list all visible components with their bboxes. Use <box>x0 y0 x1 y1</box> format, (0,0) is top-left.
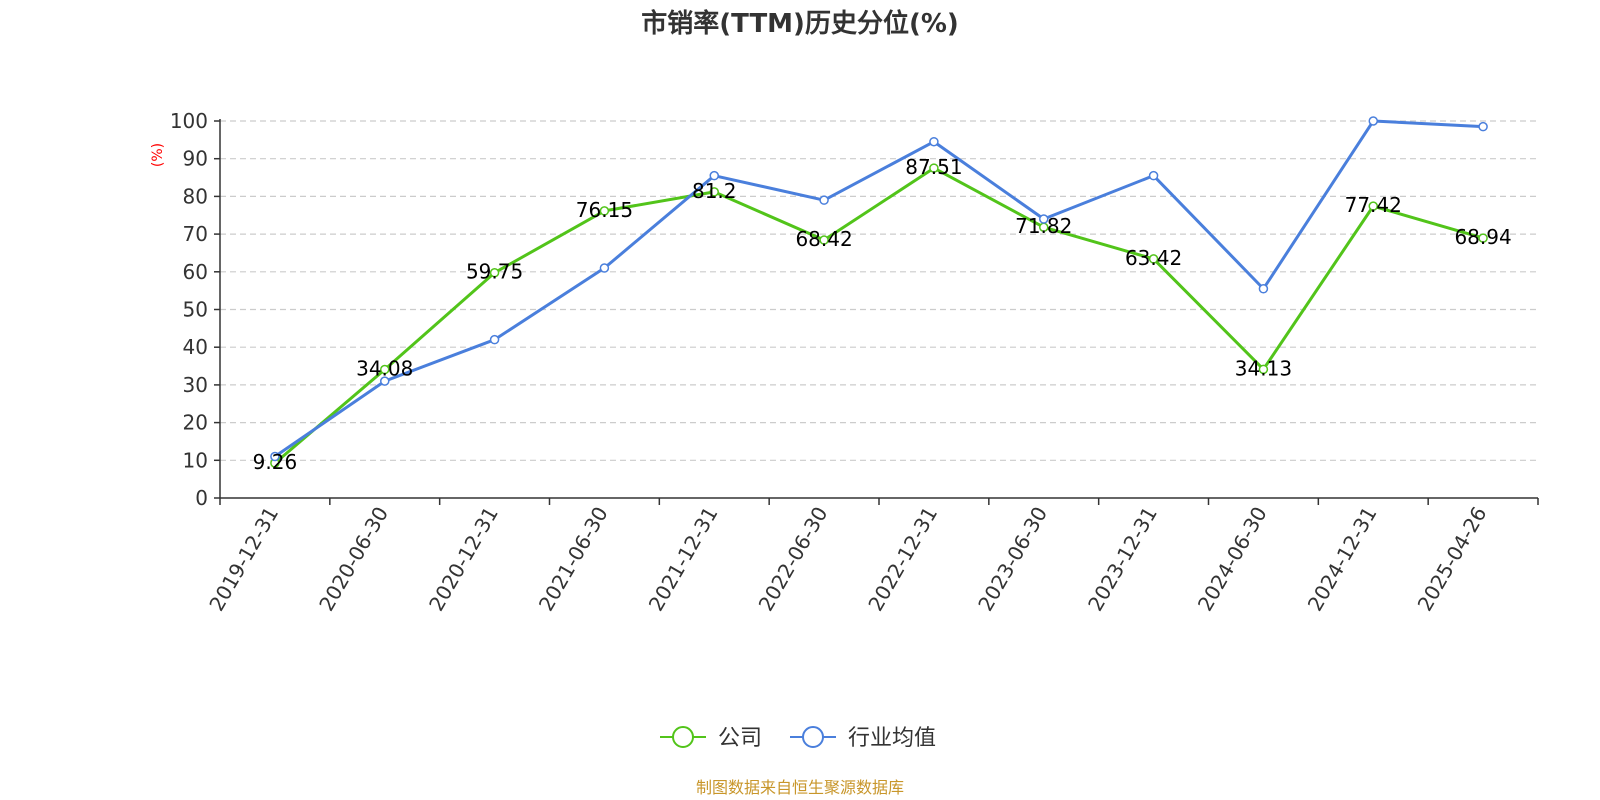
x-tick-label: 2024-12-31 <box>1303 503 1382 616</box>
x-tick-label: 2023-06-30 <box>973 503 1052 616</box>
data-point[interactable] <box>819 195 829 205</box>
data-label: 59.75 <box>466 260 523 284</box>
chart-title: 市销率(TTM)历史分位(%) <box>641 8 959 39</box>
x-tick-label: 2019-12-31 <box>204 503 283 616</box>
series-line-0 <box>273 166 1484 465</box>
y-tick-label: 90 <box>183 147 208 171</box>
legend-item-company[interactable]: 公司 <box>660 726 762 751</box>
legend-industry-marker <box>802 726 824 748</box>
data-point[interactable] <box>1258 364 1269 375</box>
x-tick-label: 2020-12-31 <box>424 503 503 616</box>
data-point[interactable] <box>599 206 610 216</box>
data-point[interactable] <box>1368 116 1378 126</box>
data-point[interactable] <box>489 267 500 278</box>
x-tick-label: 2021-12-31 <box>644 503 723 616</box>
data-point[interactable] <box>380 376 390 386</box>
data-label: 87.51 <box>905 155 962 179</box>
data-point[interactable] <box>1148 170 1159 181</box>
data-point[interactable] <box>489 334 500 345</box>
y-tick-label: 30 <box>183 373 208 397</box>
data-label: 68.94 <box>1454 225 1511 249</box>
legend-item-industry-average[interactable]: 行业均值 <box>790 726 936 751</box>
x-tick-label: 2020-06-30 <box>314 503 393 616</box>
y-tick-label: 0 <box>195 486 208 510</box>
x-tick-label: 2025-04-26 <box>1413 503 1492 616</box>
data-label: 71.82 <box>1015 214 1072 238</box>
data-point[interactable] <box>929 163 939 173</box>
legend-company-marker <box>672 726 694 748</box>
data-label: 81.2 <box>692 179 737 203</box>
data-label: 63.42 <box>1125 246 1182 270</box>
series-line-1 <box>274 119 1484 458</box>
data-labels: 9.26 34.08 59.75 76.15 81.2 68.42 87.51 71.82 63… <box>253 155 1512 474</box>
data-label: 9.26 <box>253 450 298 474</box>
y-tick-label: 60 <box>183 260 208 284</box>
y-tick-label: 100 <box>170 109 208 133</box>
source-note: 制图数据来自恒生聚源数据库 <box>696 778 904 797</box>
data-label: 34.13 <box>1235 356 1292 380</box>
y-axis-label: (%) <box>150 143 166 167</box>
data-point[interactable] <box>709 170 719 181</box>
y-tick-label: 20 <box>183 411 208 435</box>
x-tick-label: 2022-12-31 <box>863 503 942 616</box>
data-point[interactable] <box>270 451 280 462</box>
data-label: 77.42 <box>1345 193 1402 217</box>
data-point[interactable] <box>1478 121 1488 132</box>
data-point[interactable] <box>1148 254 1159 264</box>
x-tick-label: 2024-06-30 <box>1193 503 1272 616</box>
data-point[interactable] <box>1368 201 1378 211</box>
y-tick-label: 40 <box>183 335 208 359</box>
x-tick-label: 2021-06-30 <box>534 503 613 616</box>
data-point[interactable] <box>1258 284 1269 294</box>
legend-company-label: 公司 <box>718 726 762 751</box>
data-point[interactable] <box>380 364 390 375</box>
data-label: 34.08 <box>356 357 413 381</box>
data-point[interactable] <box>929 136 939 147</box>
data-point[interactable] <box>1039 214 1049 224</box>
y-tick-label: 50 <box>183 298 208 322</box>
legend[interactable]: 公司 行业均值 <box>660 726 936 751</box>
data-point[interactable] <box>599 263 610 273</box>
data-point[interactable] <box>709 187 719 197</box>
data-point[interactable] <box>1478 233 1488 243</box>
series <box>270 116 1488 468</box>
data-label: 68.42 <box>795 227 852 251</box>
y-tick-label: 70 <box>183 222 208 246</box>
data-point[interactable] <box>819 235 829 245</box>
y-tick-label: 80 <box>183 184 208 208</box>
x-tick-label: 2022-06-30 <box>754 503 833 616</box>
data-label: 76.15 <box>576 198 633 222</box>
x-tick-label: 2023-12-31 <box>1083 503 1162 616</box>
y-tick-label: 10 <box>183 448 208 472</box>
legend-industry-label: 行业均值 <box>848 726 936 751</box>
